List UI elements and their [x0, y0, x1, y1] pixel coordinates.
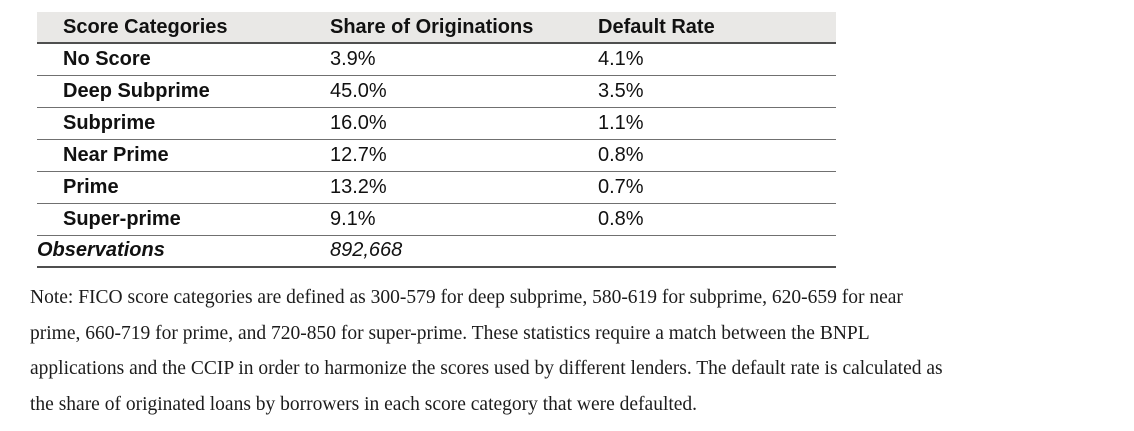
table-row: Deep Subprime 45.0% 3.5% [37, 75, 836, 108]
cell-default-rate: 1.1% [598, 107, 836, 140]
table-note: Note: FICO score categories are defined … [30, 280, 1128, 422]
score-categories-table-container: Score Categories Share of Originations D… [37, 12, 836, 268]
table-row: Super-prime 9.1% 0.8% [37, 203, 836, 236]
table-header-row: Score Categories Share of Originations D… [37, 12, 836, 44]
cell-category: Super-prime [37, 203, 330, 236]
table-row: Near Prime 12.7% 0.8% [37, 139, 836, 172]
score-categories-table: Score Categories Share of Originations D… [37, 12, 836, 268]
note-line: Note: FICO score categories are defined … [30, 287, 903, 308]
cell-share: 12.7% [330, 139, 598, 172]
observations-value: 892,668 [330, 235, 598, 268]
column-header-score-categories: Score Categories [37, 12, 330, 44]
note-line: the share of originated loans by borrowe… [30, 393, 698, 415]
cell-share: 13.2% [330, 171, 598, 204]
cell-default-rate: 4.1% [598, 43, 836, 76]
table-row: Subprime 16.0% 1.1% [37, 107, 836, 140]
observations-label: Observations [37, 235, 330, 268]
cell-share: 9.1% [330, 203, 598, 236]
cell-share: 16.0% [330, 107, 598, 140]
table-footer-row-observations: Observations 892,668 [37, 235, 836, 268]
cell-category: Near Prime [37, 139, 330, 172]
cell-category: Prime [37, 171, 330, 204]
cell-share: 3.9% [330, 43, 598, 76]
cell-category: Subprime [37, 107, 330, 140]
table-row: Prime 13.2% 0.7% [37, 171, 836, 204]
note-line: applications and the CCIP in order to ha… [30, 358, 943, 379]
cell-default-rate: 0.7% [598, 171, 836, 204]
note-line: prime, 660-719 for prime, and 720-850 fo… [30, 322, 870, 344]
cell-default-rate: 3.5% [598, 75, 836, 108]
cell-default-rate: 0.8% [598, 139, 836, 172]
column-header-default-rate: Default Rate [598, 12, 836, 44]
cell-empty [598, 235, 836, 268]
cell-category: Deep Subprime [37, 75, 330, 108]
cell-category: No Score [37, 43, 330, 76]
table-row: No Score 3.9% 4.1% [37, 43, 836, 76]
cell-share: 45.0% [330, 75, 598, 108]
column-header-share-of-originations: Share of Originations [330, 12, 598, 44]
cell-default-rate: 0.8% [598, 203, 836, 236]
